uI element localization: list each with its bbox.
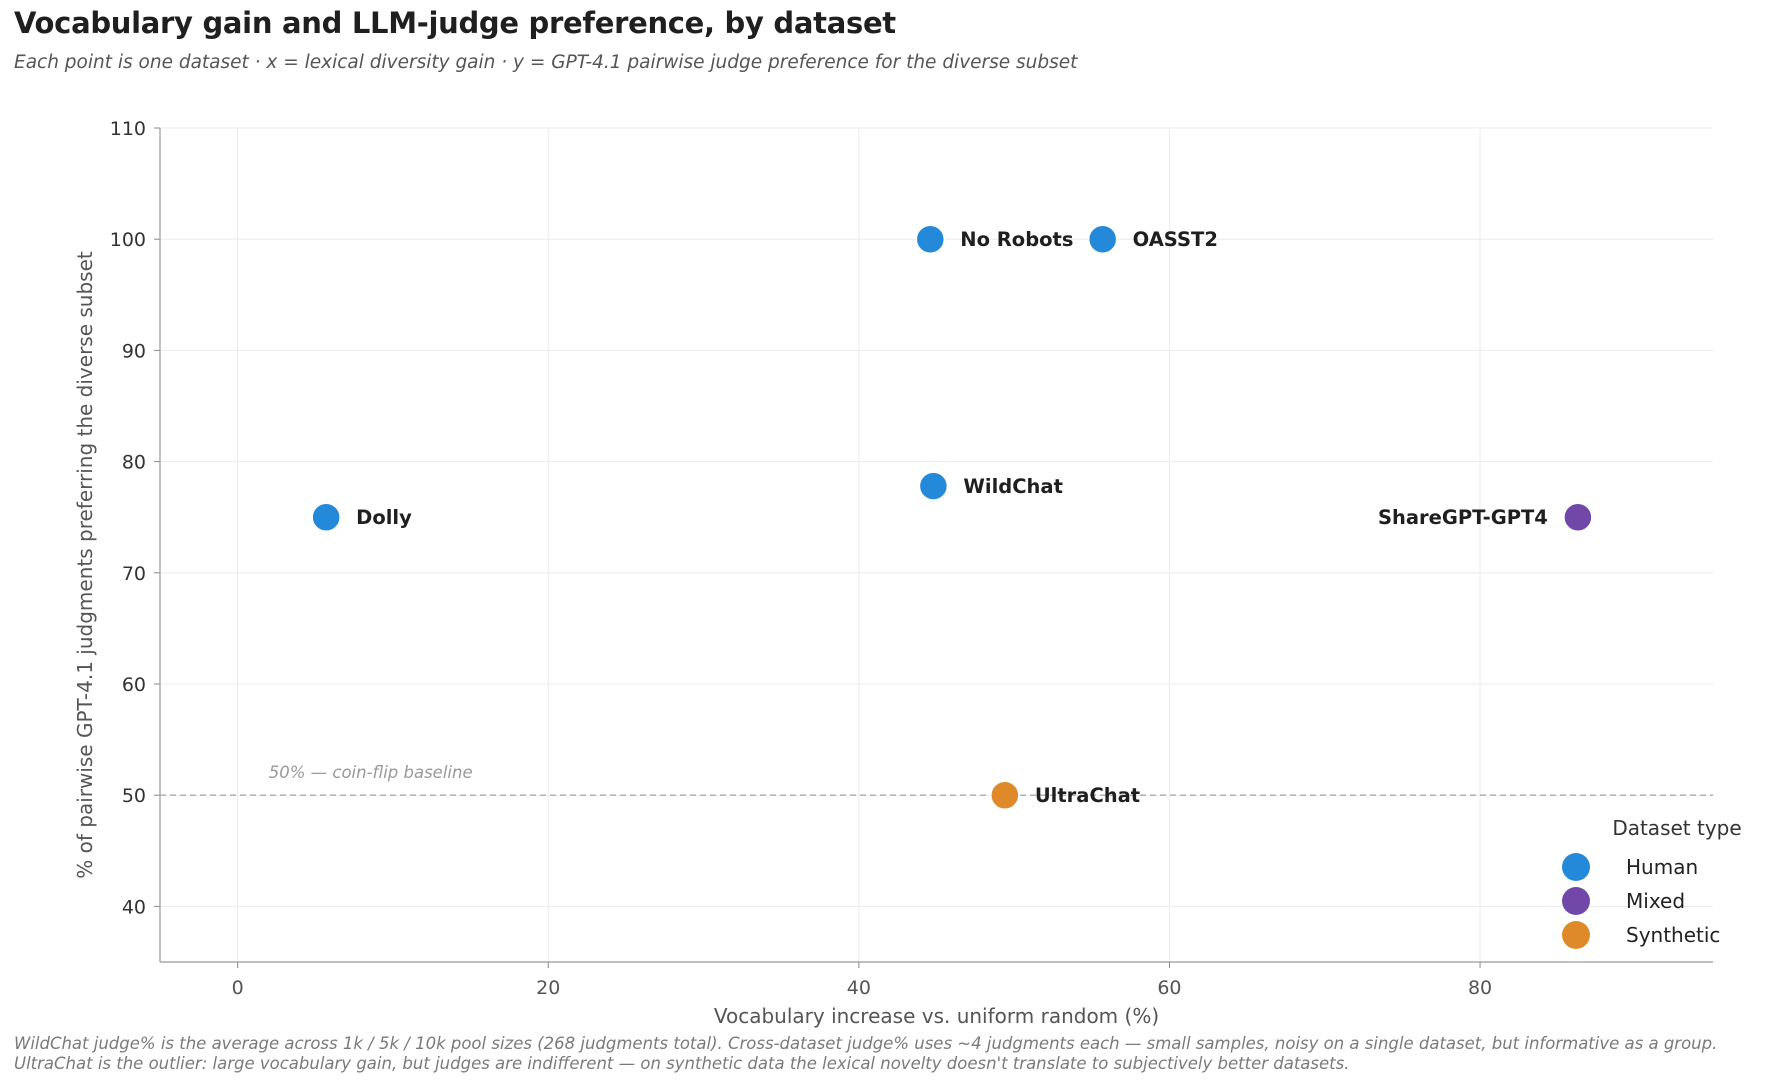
y-tick-label: 90 bbox=[122, 340, 146, 362]
y-tick-label: 70 bbox=[122, 563, 146, 585]
y-tick-label: 50 bbox=[122, 785, 146, 807]
chart-title: Vocabulary gain and LLM-judge preference… bbox=[14, 6, 896, 40]
legend-label: Mixed bbox=[1626, 889, 1685, 913]
legend-label: Synthetic bbox=[1626, 923, 1720, 947]
y-axis-label: % of pairwise GPT-4.1 judgments preferri… bbox=[73, 251, 97, 879]
x-tick-label: 0 bbox=[232, 977, 244, 999]
y-tick-label: 110 bbox=[110, 118, 146, 140]
y-tick-label: 100 bbox=[110, 229, 146, 251]
x-tick-label: 40 bbox=[847, 977, 871, 999]
legend-label: Human bbox=[1626, 855, 1698, 879]
point-label: WildChat bbox=[963, 475, 1063, 498]
point-label: No Robots bbox=[960, 228, 1073, 251]
y-tick-label: 60 bbox=[122, 674, 146, 696]
legend-marker bbox=[1562, 921, 1590, 949]
axes: 0 20 40 60 80 40 50 60 70 80 90 100 110 Vocabulary in… bbox=[73, 118, 1713, 1028]
point-label: ShareGPT-GPT4 bbox=[1378, 506, 1548, 529]
baseline: 50% — coin-flip baseline bbox=[160, 763, 1713, 796]
point-label: OASST2 bbox=[1133, 228, 1218, 251]
footnote: WildChat judge% is the average across 1k… bbox=[14, 1034, 1718, 1073]
point-marker bbox=[918, 471, 949, 501]
y-tick-label: 40 bbox=[122, 896, 146, 918]
point-marker bbox=[1563, 502, 1593, 532]
data-points: Dolly No Robots OASST2 WildChat ShareGPT-GPT… bbox=[311, 224, 1593, 810]
baseline-label: 50% — coin-flip baseline bbox=[269, 763, 473, 782]
scatter-chart: 0 20 40 60 80 40 50 60 70 80 90 100 110 Vocabulary in… bbox=[73, 118, 1742, 1028]
legend-marker bbox=[1562, 853, 1590, 881]
x-tick-label: 60 bbox=[1157, 977, 1181, 999]
x-tick-label: 20 bbox=[536, 977, 560, 999]
chart-subtitle: Each point is one dataset · x = lexical … bbox=[14, 52, 1078, 73]
point-marker bbox=[990, 780, 1020, 810]
point-label: Dolly bbox=[356, 506, 412, 529]
legend: Dataset type Human Mixed Synthetic bbox=[1562, 816, 1742, 949]
x-tick-label: 80 bbox=[1468, 977, 1492, 999]
legend-marker bbox=[1562, 887, 1590, 915]
legend-title: Dataset type bbox=[1612, 816, 1741, 840]
point-marker bbox=[311, 502, 341, 532]
grid bbox=[160, 127, 1713, 962]
x-axis-label: Vocabulary increase vs. uniform random (… bbox=[714, 1004, 1159, 1028]
point-marker bbox=[915, 224, 946, 254]
point-marker bbox=[1087, 224, 1118, 254]
y-tick-label: 80 bbox=[122, 452, 146, 474]
point-label: UltraChat bbox=[1035, 784, 1140, 807]
